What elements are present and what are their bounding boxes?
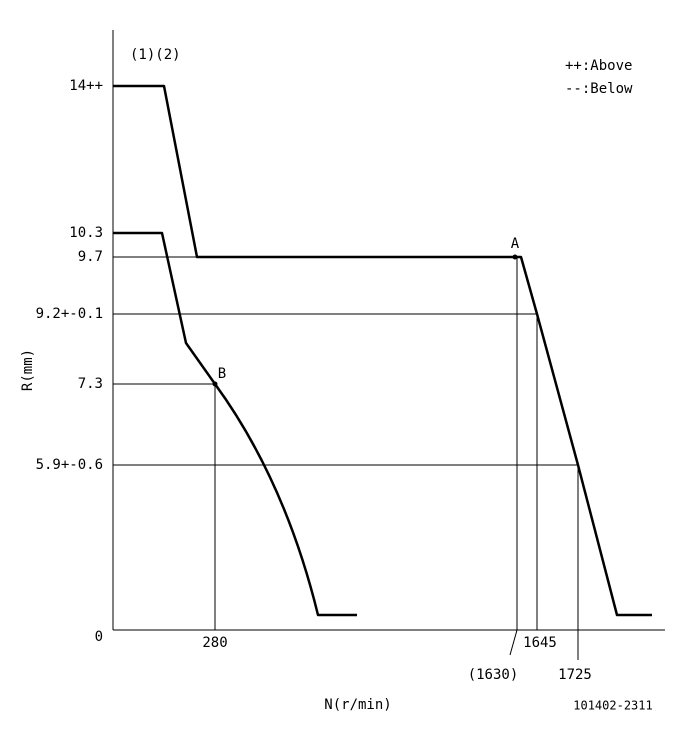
x-title: N(r/min)	[324, 697, 391, 713]
point-label: A	[511, 236, 520, 252]
y-label: 10.3	[69, 225, 103, 241]
point-label: B	[218, 366, 226, 382]
point-a	[512, 254, 518, 260]
lower-curve	[113, 231, 357, 617]
y-label: 9.7	[78, 249, 103, 265]
x-label: (1630)	[468, 667, 519, 683]
point-b	[212, 381, 218, 387]
y-label: 9.2+-0.1	[36, 306, 103, 322]
y-title: R(mm)	[20, 349, 36, 391]
code: 101402-2311	[573, 699, 652, 713]
y-label: 5.9+-0.6	[36, 457, 103, 473]
x-label: 280	[202, 635, 227, 651]
legend-entry: ++:Above	[565, 58, 632, 74]
y-label: 0	[95, 629, 103, 645]
y-label: 14++	[69, 78, 103, 94]
ref-line	[509, 257, 518, 656]
legend-entry: --:Below	[565, 81, 633, 97]
notes: (1)(2)	[130, 47, 181, 63]
x-label: 1645	[523, 635, 557, 651]
x-label: 1725	[558, 667, 592, 683]
y-label: 7.3	[78, 376, 103, 392]
upper-curve	[113, 84, 652, 617]
